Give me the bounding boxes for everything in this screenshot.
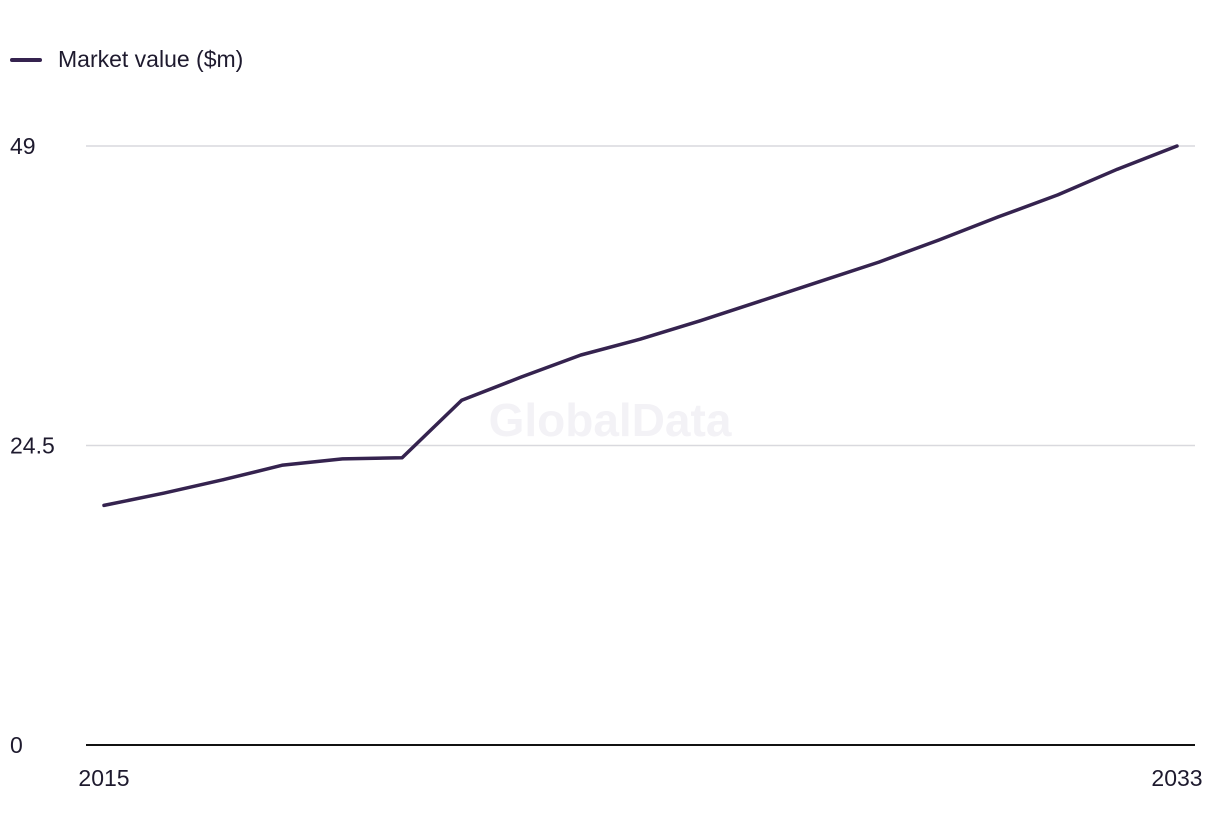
y-axis-ticks: 0 24.5 49 bbox=[10, 133, 55, 758]
x-axis-ticks: 2015 2033 bbox=[78, 765, 1202, 791]
data-point bbox=[460, 398, 464, 402]
data-point bbox=[639, 337, 642, 341]
data-point bbox=[162, 491, 166, 495]
data-point bbox=[817, 280, 821, 284]
x-tick-label: 2015 bbox=[78, 765, 129, 791]
y-tick-label: 49 bbox=[10, 133, 36, 159]
x-tick-label: 2033 bbox=[1151, 765, 1202, 791]
data-point bbox=[400, 456, 404, 460]
data-point bbox=[519, 375, 523, 379]
data-point bbox=[579, 353, 583, 357]
y-tick-label: 24.5 bbox=[10, 433, 55, 459]
data-point bbox=[340, 457, 344, 461]
data-point bbox=[996, 215, 1000, 219]
data-point bbox=[698, 319, 702, 323]
data-point bbox=[937, 238, 941, 242]
legend-swatch bbox=[10, 57, 42, 62]
y-tick-label: 0 bbox=[10, 732, 23, 758]
chart-legend: Market value ($m) bbox=[10, 46, 243, 73]
data-point bbox=[1056, 193, 1060, 197]
series-line-0 bbox=[102, 144, 1179, 508]
data-point bbox=[758, 299, 762, 303]
data-point bbox=[1115, 167, 1119, 171]
legend-label: Market value ($m) bbox=[58, 46, 244, 72]
data-point bbox=[877, 260, 881, 264]
series-group bbox=[102, 144, 1179, 508]
data-point bbox=[221, 478, 225, 482]
data-point bbox=[281, 463, 285, 467]
gridlines bbox=[86, 145, 1195, 447]
data-point bbox=[1175, 144, 1179, 148]
data-point bbox=[102, 503, 106, 507]
watermark: GlobalData bbox=[489, 394, 732, 446]
